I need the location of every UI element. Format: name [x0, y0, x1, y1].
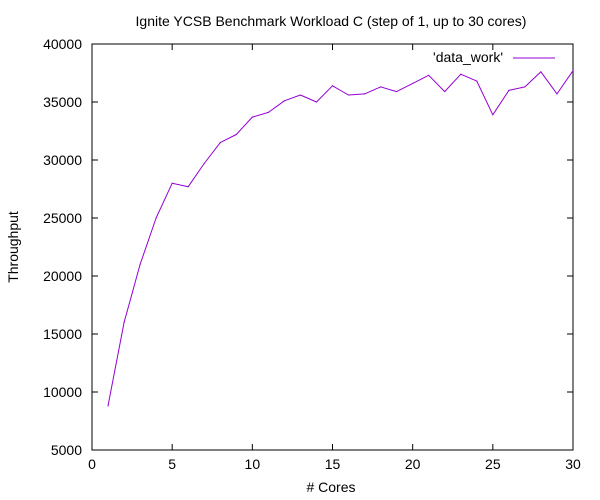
data-point	[508, 89, 510, 91]
data-point	[540, 71, 542, 73]
data-point	[412, 82, 414, 85]
x-axis-ticks: 0 5 10 15 20 25 30	[88, 44, 581, 472]
data-point	[267, 111, 269, 114]
data-point	[347, 94, 350, 96]
data-point	[572, 70, 574, 72]
x-tick-label: 25	[485, 456, 501, 472]
data-point	[556, 93, 558, 95]
data-point	[363, 93, 366, 95]
series-line-data-work	[107, 70, 574, 406]
data-point	[492, 114, 494, 116]
x-axis-label: # Cores	[306, 479, 355, 495]
data-point	[428, 74, 430, 76]
y-tick-label: 5000	[51, 442, 82, 458]
data-point	[171, 182, 173, 184]
x-tick-label: 20	[405, 456, 421, 472]
data-point	[476, 80, 478, 82]
data-point	[460, 73, 462, 75]
y-tick-label: 15000	[43, 326, 82, 342]
chart-title: Ignite YCSB Benchmark Workload C (step o…	[136, 13, 527, 29]
legend: 'data_work'	[433, 49, 555, 65]
y-axis-ticks: 5000 10000 15000 20000 25000 30000 35000 40000	[43, 36, 573, 458]
data-point	[203, 162, 205, 165]
x-tick-label: 5	[168, 456, 176, 472]
data-point	[396, 90, 398, 93]
y-tick-label: 25000	[43, 210, 82, 226]
y-tick-label: 35000	[43, 94, 82, 110]
data-point	[219, 142, 221, 144]
x-tick-label: 0	[88, 456, 96, 472]
legend-label-data-work: 'data_work'	[433, 49, 503, 65]
data-point	[187, 186, 189, 188]
data-point	[524, 86, 526, 88]
y-tick-label: 40000	[43, 36, 82, 52]
data-point	[283, 100, 285, 102]
data-point	[107, 405, 109, 407]
data-point	[299, 94, 302, 96]
data-point	[251, 116, 253, 118]
data-point	[315, 101, 318, 103]
data-point	[380, 86, 382, 88]
y-tick-label: 10000	[43, 384, 82, 400]
y-axis-label: Throughput	[5, 211, 21, 283]
data-point	[331, 85, 334, 87]
data-point	[139, 263, 141, 265]
x-tick-label: 10	[245, 456, 261, 472]
x-tick-label: 30	[565, 456, 581, 472]
series-group	[107, 70, 574, 407]
y-tick-label: 20000	[43, 268, 82, 284]
y-tick-label: 30000	[43, 152, 82, 168]
x-tick-label: 15	[325, 456, 341, 472]
data-point	[444, 90, 446, 93]
plot-frame	[91, 43, 574, 451]
data-point	[123, 321, 125, 323]
data-point	[235, 133, 237, 136]
data-point	[155, 217, 157, 219]
